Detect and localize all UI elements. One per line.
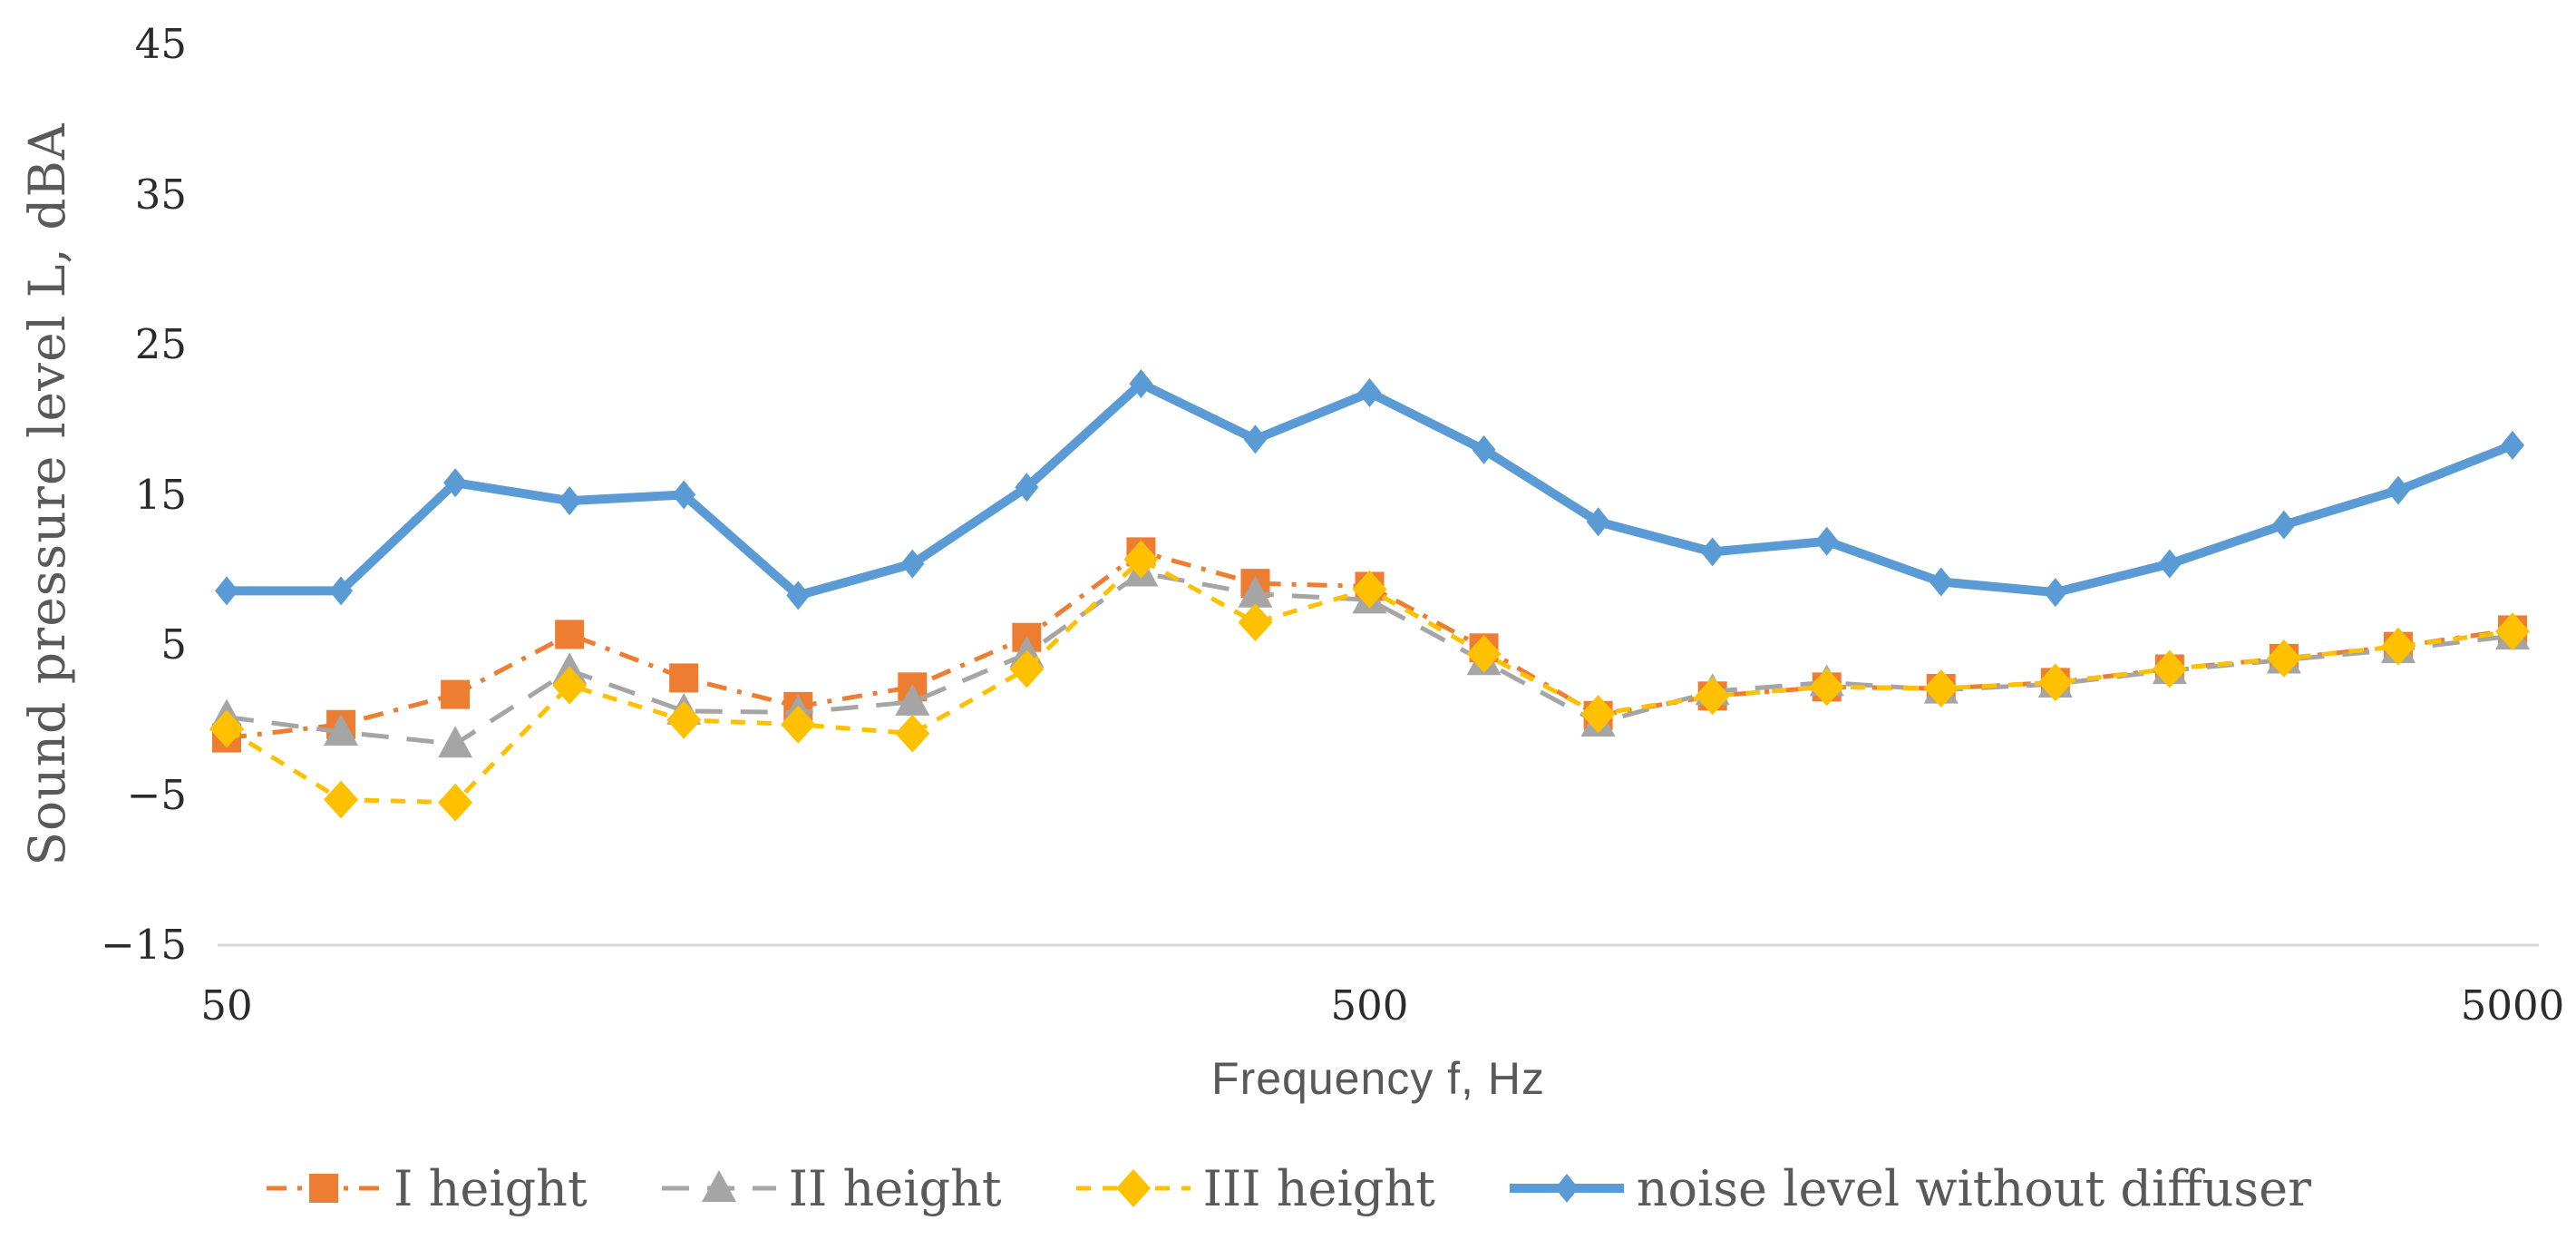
data-point-marker	[1352, 570, 1387, 609]
data-point-marker	[2157, 549, 2182, 579]
legend-item-ii-height: II height	[660, 1159, 1002, 1217]
data-point-marker	[900, 549, 925, 579]
data-point-marker	[558, 486, 582, 516]
data-point-marker	[666, 700, 702, 739]
data-point-marker	[1238, 603, 1273, 642]
data-point-marker	[209, 709, 244, 748]
y-tick-label-35: 35	[134, 170, 187, 219]
data-point-marker	[1243, 425, 1268, 454]
data-point-marker	[2501, 430, 2524, 460]
data-point-marker	[895, 683, 930, 716]
legend-label: II height	[788, 1159, 1002, 1217]
data-point-marker	[672, 480, 696, 510]
data-point-marker	[329, 576, 354, 606]
data-point-marker	[438, 726, 473, 758]
data-point-marker	[1700, 537, 1725, 567]
data-point-marker	[1695, 677, 1730, 716]
data-point-marker	[552, 666, 588, 705]
data-point-marker	[1466, 634, 1502, 673]
data-point-marker	[2386, 475, 2410, 505]
data-point-marker	[1129, 369, 1153, 399]
y-tick-label-minus-15: −15	[101, 921, 187, 969]
data-point-marker	[438, 783, 473, 822]
data-point-marker	[701, 1170, 736, 1202]
data-point-marker	[215, 576, 238, 606]
data-point-marker	[443, 468, 468, 498]
data-point-marker	[2495, 612, 2530, 651]
data-point-marker	[1357, 377, 1382, 407]
y-tick-label-25: 25	[134, 320, 187, 368]
data-point-marker	[2043, 578, 2067, 608]
legend-label: I height	[394, 1159, 588, 1217]
x-tick-label-5000: 5000	[2460, 981, 2565, 1030]
y-tick-label-5: 5	[160, 620, 187, 669]
data-point-marker	[669, 663, 699, 693]
legend-item-iii-height: III height	[1074, 1159, 1435, 1217]
data-point-marker	[441, 679, 471, 709]
series-noise-level-without-diffuser	[215, 369, 2524, 610]
legend-diamond-sample-icon	[1075, 1169, 1191, 1207]
legend-label: noise level without diffuser	[1636, 1159, 2311, 1217]
y-tick-label-45: 45	[134, 20, 187, 68]
data-point-marker	[1015, 473, 1039, 503]
series-iii-height	[209, 540, 2530, 822]
legend-triangle-sample-icon	[661, 1170, 776, 1202]
series-line	[226, 570, 2513, 747]
x-tick-label-50: 50	[200, 981, 253, 1030]
data-point-marker	[1009, 649, 1045, 688]
x-tick-label-500: 500	[1330, 981, 1409, 1030]
legend-small-diamond-sample-icon	[1509, 1174, 1624, 1203]
data-point-marker	[1923, 669, 1959, 708]
data-point-marker	[555, 620, 585, 649]
data-point-marker	[895, 714, 930, 753]
data-point-marker	[1472, 434, 1496, 464]
data-point-marker	[786, 581, 811, 610]
data-point-marker	[1586, 507, 1610, 537]
data-point-marker	[2380, 627, 2416, 666]
data-point-marker	[1554, 1174, 1579, 1203]
data-point-marker	[1580, 695, 1616, 734]
data-point-marker	[781, 705, 816, 744]
data-point-marker	[2037, 663, 2073, 702]
legend-square-sample-icon	[267, 1174, 382, 1203]
data-point-marker	[1238, 575, 1273, 608]
data-point-marker	[1929, 567, 1953, 597]
data-point-marker	[324, 713, 359, 746]
chart-legend: I height II height III height noise level w…	[0, 1159, 2576, 1217]
data-point-marker	[1814, 526, 1839, 556]
x-axis-title: Frequency f, Hz	[1211, 1053, 1545, 1104]
data-point-marker	[1115, 1169, 1151, 1207]
series-i-height	[212, 537, 2527, 753]
data-point-marker	[2266, 639, 2301, 678]
data-point-marker	[2271, 510, 2296, 540]
legend-item-i-height: I height	[265, 1159, 588, 1217]
data-point-marker	[324, 780, 359, 819]
y-tick-label-minus-5: −5	[126, 770, 187, 819]
legend-item-noise-level-without-diffuser: noise level without diffuser	[1508, 1159, 2311, 1217]
data-point-marker	[1123, 540, 1159, 579]
data-point-marker	[309, 1174, 339, 1203]
legend-label: III height	[1202, 1159, 1435, 1217]
data-point-marker	[2152, 649, 2187, 688]
y-tick-label-15: 15	[134, 470, 187, 519]
data-point-marker	[1809, 668, 1844, 707]
